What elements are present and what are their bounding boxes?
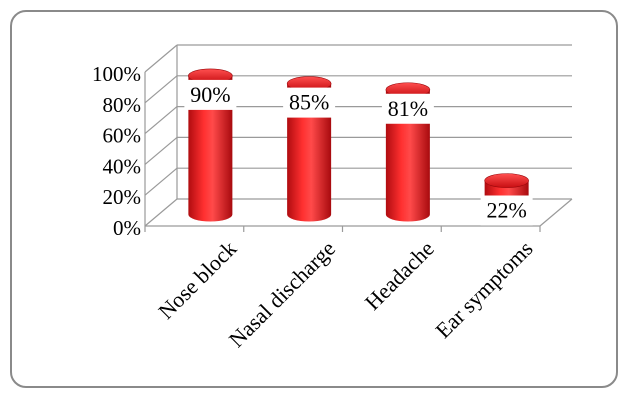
data-label: 85% — [289, 90, 329, 115]
y-tick-label: 20% — [103, 185, 142, 209]
gridline-diagonal — [144, 198, 178, 227]
data-label-box — [283, 87, 336, 118]
bar — [286, 76, 332, 222]
y-tick-label: 60% — [103, 124, 142, 148]
x-category-label: Ear symptoms — [430, 236, 537, 343]
data-label: 90% — [190, 82, 230, 107]
gridline-diagonal — [144, 44, 178, 73]
gridline-diagonal — [144, 75, 178, 104]
bar-body — [287, 83, 332, 222]
y-tick-label: 40% — [103, 154, 142, 178]
gridline-diagonal — [144, 136, 178, 165]
gridline-diagonal — [144, 167, 178, 196]
gridline-diagonal — [144, 106, 178, 135]
floor-right-edge — [539, 198, 573, 227]
bar-top — [484, 173, 529, 188]
data-label: 81% — [388, 96, 428, 121]
data-label: 22% — [486, 198, 526, 223]
axis-layer — [144, 45, 573, 232]
y-tick-label: 100% — [92, 62, 141, 86]
data-label-box — [184, 79, 237, 110]
data-label-box — [480, 195, 533, 226]
data-label-box — [381, 93, 434, 124]
y-tick-label: 0% — [113, 216, 141, 240]
x-category-label: Headache — [360, 236, 439, 315]
x-category-label: Nose block — [153, 236, 241, 324]
x-category-label: Nasal discharge — [224, 236, 340, 352]
bar — [188, 68, 233, 222]
y-tick-label: 80% — [103, 93, 142, 117]
bar-body — [188, 75, 233, 222]
